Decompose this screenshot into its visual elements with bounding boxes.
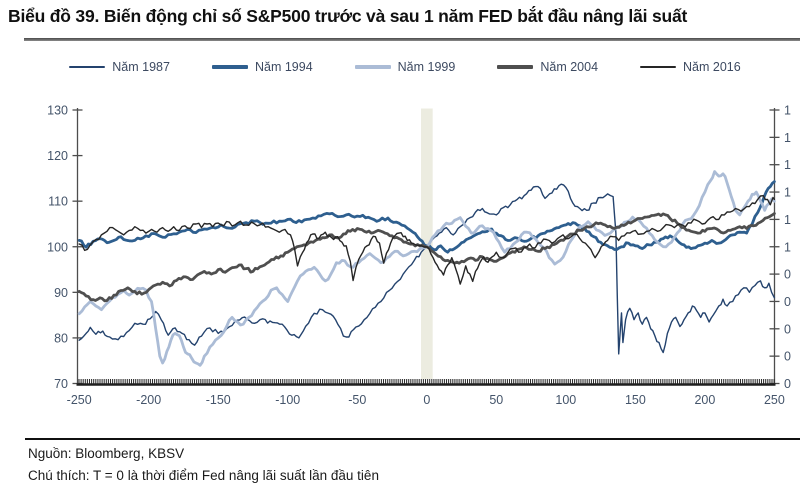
x-tick-label: 200: [694, 393, 715, 407]
line-swatch-icon: [211, 65, 248, 69]
line-swatch-icon: [497, 65, 534, 69]
y-right-tick-label: 0: [784, 350, 791, 364]
series-line-năm-1987: [78, 183, 776, 355]
t0-highlight-band: [421, 108, 433, 379]
series-line-năm-2016: [78, 194, 776, 285]
title-divider: [24, 38, 800, 41]
legend-item-2016: Năm 2016: [640, 60, 741, 74]
legend-item-2004: Năm 2004: [497, 60, 598, 74]
x-tick-label: 50: [489, 393, 503, 407]
x-tick-label: 0: [423, 393, 430, 407]
chart-legend: Năm 1987 Năm 1994 Năm 1999 Năm 2004 Năm …: [0, 57, 810, 77]
legend-item-1994: Năm 1994: [211, 60, 313, 74]
y-right-tick-label: 0: [784, 322, 791, 336]
legend-label: Năm 1987: [112, 60, 170, 74]
y-right-tick-label: 0: [784, 268, 791, 282]
axes: [72, 108, 780, 386]
y-right-tick-label: 1: [784, 131, 791, 145]
chart-footnote: Chú thích: T = 0 là thời điểm Fed nâng l…: [28, 468, 379, 483]
x-tick-label: 250: [764, 393, 785, 407]
y-left-tick-label: 120: [47, 149, 68, 163]
x-tick-label: -200: [136, 393, 161, 407]
legend-label: Năm 2004: [540, 60, 599, 74]
series-lines: [77, 170, 776, 367]
event-band-t0: [421, 108, 433, 379]
y-left-tick-label: 70: [54, 377, 68, 391]
legend-item-1999: Năm 1999: [354, 60, 456, 74]
x-tick-label: -150: [206, 393, 231, 407]
y-left-tick-label: 100: [47, 240, 68, 254]
x-tick-label: 100: [555, 393, 576, 407]
y-right-tick-label: 0: [784, 295, 791, 309]
footer-divider: [25, 438, 800, 440]
x-tick-label: -50: [348, 393, 366, 407]
legend-label: Năm 2016: [683, 60, 741, 74]
y-left-tick-label: 90: [54, 286, 68, 300]
legend-label: Năm 1994: [254, 60, 313, 74]
y-right-tick-label: 1: [784, 186, 791, 200]
y-right-tick-label: 1: [784, 213, 791, 227]
y-left-tick-label: 80: [54, 331, 68, 345]
y-right-tick-label: 1: [784, 240, 791, 254]
y-left-tick-label: 130: [47, 104, 68, 118]
series-line-năm-1994: [77, 180, 776, 254]
x-tick-label: -250: [67, 393, 92, 407]
chart-title: Biểu đồ 39. Biến động chỉ số S&P500 trướ…: [8, 6, 688, 26]
y-left-tick-label: 110: [48, 195, 68, 209]
y-right-tick-label: 1: [784, 158, 791, 172]
legend-item-1987: Năm 1987: [69, 60, 170, 74]
y-right-tick-label: 1: [784, 104, 791, 118]
x-tick-label: -100: [275, 393, 300, 407]
line-swatch-icon: [354, 65, 391, 69]
line-swatch-icon: [640, 66, 677, 68]
y-right-tick-label: 0: [784, 377, 791, 391]
x-tick-label: 150: [625, 393, 646, 407]
legend-label: Năm 1999: [397, 60, 456, 74]
source-note: Nguồn: Bloomberg, KBSV: [28, 446, 185, 461]
line-swatch-icon: [69, 66, 106, 68]
